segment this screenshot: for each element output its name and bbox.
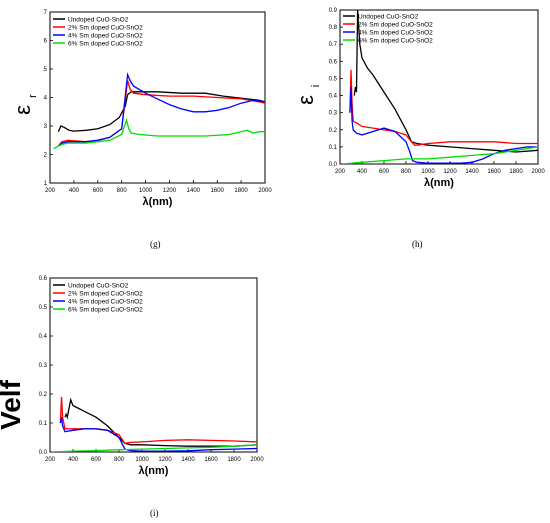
y-tick-label: 0.3	[329, 111, 338, 117]
legend-label: 4% Sm doped CuO-SnO2	[358, 30, 433, 37]
y-tick-label: 0.1	[39, 421, 48, 427]
x-tick-label: 1600	[487, 169, 501, 175]
series-line-3	[342, 146, 538, 164]
x-tick-label: 800	[117, 188, 128, 194]
x-tick-label: 800	[114, 457, 125, 463]
x-tick-label: 1000	[139, 188, 153, 194]
y-tick-label: 0.4	[39, 334, 48, 340]
x-tick-label: 1200	[443, 169, 457, 175]
y-tick-label: 4	[44, 96, 48, 102]
x-tick-label: 1600	[211, 188, 225, 194]
x-tick-label: 800	[401, 169, 412, 175]
legend-label: Undoped CuO-SnO2	[358, 14, 419, 21]
x-tick-label: 1600	[204, 457, 218, 463]
series-line-1	[59, 396, 257, 445]
series-line-3	[53, 118, 265, 150]
y-tick-label: 0.2	[39, 392, 48, 398]
series-line-1	[349, 69, 538, 146]
y-axis-label: ε	[10, 105, 35, 115]
y-tick-label: 0.3	[39, 363, 48, 369]
y-tick-label: 0.4	[329, 94, 338, 100]
x-tick-label: 600	[93, 188, 104, 194]
legend-label: 2% Sm doped CuO-SnO2	[68, 25, 143, 32]
y-tick-label: 0.8	[329, 25, 338, 31]
series-line-3	[52, 444, 257, 452]
x-tick-label: 1200	[158, 457, 172, 463]
legend-label: 4% Sm doped CuO-SnO2	[68, 299, 143, 306]
x-tick-label: 1000	[421, 169, 435, 175]
y-tick-label: 0.1	[329, 145, 338, 151]
series-line-0	[57, 91, 265, 132]
panel-label-h: (h)	[412, 239, 423, 249]
legend-label: 6% Sm doped CuO-SnO2	[358, 38, 433, 45]
x-axis-label: λ(nm)	[424, 177, 454, 189]
y-tick-label: 0.9	[329, 8, 338, 14]
x-tick-label: 400	[357, 169, 368, 175]
y-tick-label: 0.0	[39, 450, 48, 456]
series-line-0	[64, 397, 257, 447]
legend-label: Undoped CuO-SnO2	[68, 283, 129, 290]
x-tick-label: 1200	[163, 188, 177, 194]
legend-label: 2% Sm doped CuO-SnO2	[68, 291, 143, 298]
legend-label: 6% Sm doped CuO-SnO2	[68, 307, 143, 314]
x-tick-label: 1400	[465, 169, 479, 175]
x-tick-label: 1800	[227, 457, 241, 463]
panel-label-g: (g)	[150, 239, 161, 249]
series-line-2	[59, 417, 257, 452]
y-tick-label: 0.5	[39, 305, 48, 311]
y-tick-label: 3	[44, 124, 48, 130]
y-axis-label: Velf	[0, 379, 26, 429]
y-tick-label: 5	[44, 67, 48, 73]
plot-frame	[339, 9, 539, 165]
legend-label: 2% Sm doped CuO-SnO2	[358, 22, 433, 29]
x-tick-label: 1800	[234, 188, 248, 194]
x-tick-label: 1800	[509, 169, 523, 175]
y-tick-label: 2	[44, 153, 48, 159]
chart-panel-0: 200 400 600 800 1000 1200 1400 1600 1800 2000 1 2 3 4…	[10, 10, 272, 208]
legend-label: 6% Sm doped CuO-SnO2	[68, 41, 143, 48]
x-tick-label: 200	[45, 457, 56, 463]
legend-label: 4% Sm doped CuO-SnO2	[68, 33, 143, 40]
y-tick-label: 0.6	[329, 59, 338, 65]
y-axis-label-sub: i	[310, 85, 322, 87]
x-tick-label: 200	[45, 188, 56, 194]
x-tick-label: 200	[335, 169, 346, 175]
y-tick-label: 0.6	[39, 276, 48, 282]
y-tick-label: 0.7	[329, 42, 338, 48]
y-tick-label: 0.2	[329, 128, 338, 134]
y-tick-label: 0.0	[329, 162, 338, 168]
x-tick-label: 2000	[258, 188, 272, 194]
x-tick-label: 600	[91, 457, 102, 463]
y-tick-label: 6	[44, 39, 48, 45]
y-tick-label: 0.5	[329, 76, 338, 82]
y-axis-label-sub: r	[27, 94, 39, 98]
chart-panel-1: 200 400 600 800 1000 1200 1400 1600 1800 2000 0.0 0…	[293, 8, 545, 189]
chart-panel-2: 200 400 600 800 1000 1200 1400 1600 1800 2000 0.0 0…	[0, 276, 264, 477]
x-axis-label: λ(nm)	[143, 196, 173, 208]
x-tick-label: 600	[379, 169, 390, 175]
series-line-1	[57, 80, 265, 147]
x-axis-label: λ(nm)	[139, 465, 169, 477]
series-line-0	[353, 10, 538, 153]
x-tick-label: 400	[68, 457, 79, 463]
x-tick-label: 1400	[181, 457, 195, 463]
x-tick-label: 400	[69, 188, 80, 194]
x-tick-label: 2000	[531, 169, 545, 175]
y-axis-label: ε	[293, 95, 318, 105]
y-tick-label: 7	[44, 10, 48, 16]
y-tick-label: 1	[44, 181, 48, 187]
legend-label: Undoped CuO-SnO2	[68, 17, 129, 24]
x-tick-label: 2000	[250, 457, 264, 463]
series-line-2	[57, 72, 265, 147]
x-tick-label: 1400	[187, 188, 201, 194]
panel-label-i: (i)	[150, 508, 159, 518]
x-tick-label: 1000	[135, 457, 149, 463]
